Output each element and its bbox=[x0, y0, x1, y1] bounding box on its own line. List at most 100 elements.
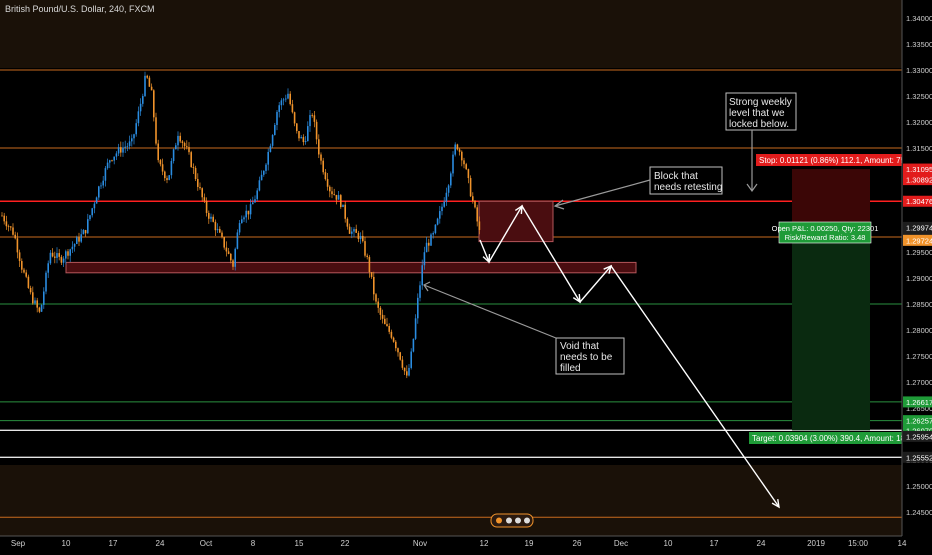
candle-body bbox=[67, 251, 69, 256]
candle-body bbox=[1, 215, 3, 217]
candle-body bbox=[245, 210, 247, 218]
candle-body bbox=[109, 160, 111, 163]
candle-body bbox=[188, 147, 190, 153]
candle-body bbox=[5, 221, 8, 227]
candle-body bbox=[102, 180, 104, 186]
candle-body bbox=[78, 237, 80, 242]
candle-body bbox=[238, 223, 241, 233]
time-tick: 8 bbox=[251, 539, 256, 548]
pnl-label[interactable]: Open P&L: 0.00250, Qty: 22301 Risk/Rewar… bbox=[772, 221, 879, 244]
candles bbox=[1, 71, 481, 379]
candle-body bbox=[298, 131, 300, 139]
time-tick: 26 bbox=[573, 539, 582, 548]
price-tick: 1.29000 bbox=[906, 274, 932, 283]
time-tick: Dec bbox=[614, 539, 628, 548]
price-label-bg bbox=[903, 195, 932, 207]
price-label: 1.31095 bbox=[906, 165, 932, 174]
candle-body bbox=[386, 324, 388, 327]
candle-body bbox=[274, 125, 276, 136]
candle-body bbox=[249, 204, 252, 215]
candle-body bbox=[170, 161, 173, 176]
projection-arrowhead bbox=[572, 293, 581, 304]
void-zone bbox=[65, 261, 637, 274]
candle-body bbox=[263, 170, 265, 175]
price-label-bg bbox=[903, 234, 932, 246]
candle-body bbox=[368, 257, 371, 273]
time-tick: 24 bbox=[156, 539, 165, 548]
candle-body bbox=[80, 234, 82, 242]
candle-body bbox=[322, 160, 324, 173]
candle-body bbox=[461, 151, 463, 161]
weekly-level-note[interactable]: Strong weekly level that we locked below… bbox=[725, 92, 797, 131]
candle-body bbox=[370, 272, 373, 277]
time-tick: 14 bbox=[898, 539, 907, 548]
price-tick: 1.26500 bbox=[906, 404, 932, 413]
candle-body bbox=[168, 175, 170, 180]
candle-body bbox=[76, 237, 78, 244]
candle-body bbox=[254, 199, 256, 203]
candle-body bbox=[115, 153, 118, 157]
block-note[interactable]: Block that needs retesting bbox=[649, 166, 723, 195]
candle-body bbox=[353, 229, 355, 232]
target-label[interactable]: Target: 0.03904 (3.00%) 390.4, Amount: 1… bbox=[749, 432, 916, 444]
candle-body bbox=[71, 246, 74, 250]
candle-body bbox=[293, 112, 296, 124]
candle-body bbox=[425, 242, 428, 253]
candle-body bbox=[40, 304, 43, 312]
price-tick: 1.25000 bbox=[906, 482, 932, 491]
position-box[interactable] bbox=[792, 169, 870, 431]
candle-body bbox=[69, 249, 71, 256]
candle-body bbox=[278, 105, 280, 112]
tradingview-logo bbox=[490, 513, 534, 528]
block-zone bbox=[478, 200, 554, 243]
candle-body bbox=[122, 147, 124, 153]
candle-body bbox=[128, 141, 131, 146]
candle-body bbox=[423, 252, 426, 266]
price-tick: 1.24500 bbox=[906, 508, 932, 517]
candle-body bbox=[441, 206, 443, 212]
stop-label[interactable]: Stop: 0.01121 (0.86%) 112.1, Amount: 750… bbox=[756, 154, 917, 166]
candle-body bbox=[84, 230, 87, 234]
target-zone bbox=[792, 227, 870, 431]
price-tick: 1.28000 bbox=[906, 326, 932, 335]
candle-body bbox=[351, 231, 353, 234]
price-label-bg bbox=[903, 451, 932, 463]
candle-body bbox=[214, 221, 217, 231]
candle-body bbox=[73, 243, 76, 247]
candle-body bbox=[276, 111, 278, 126]
candle-body bbox=[89, 215, 91, 220]
pnl-line-1: Open P&L: 0.00250, Qty: 22301 bbox=[772, 224, 879, 233]
void-note[interactable]: Void that needs to be filled bbox=[555, 337, 625, 375]
price-tick: 1.33000 bbox=[906, 66, 932, 75]
candle-body bbox=[430, 234, 432, 246]
upper-shade bbox=[0, 0, 902, 68]
void-note-line-2: needs to be bbox=[560, 352, 613, 363]
candle-body bbox=[14, 234, 16, 239]
candle-body bbox=[320, 154, 322, 161]
candle-body bbox=[399, 352, 401, 360]
candle-body bbox=[403, 367, 406, 372]
price-label: 1.30892 bbox=[906, 176, 932, 185]
candle-body bbox=[56, 253, 58, 258]
price-label-bg bbox=[903, 430, 932, 442]
candle-body bbox=[315, 121, 318, 140]
candle-body bbox=[340, 195, 342, 208]
price-axis[interactable]: 1.34000 1.33500 1.33000 1.32500 1.32000 1.315… bbox=[901, 0, 932, 540]
time-axis[interactable]: Sep 10 17 24 Oct 8 15 22 Nov 12 19 26 Dec 10 17 24 2019 1… bbox=[0, 535, 932, 550]
candle-body bbox=[175, 145, 177, 150]
candle-body bbox=[408, 367, 410, 376]
candle-body bbox=[181, 141, 184, 144]
candle-body bbox=[51, 252, 54, 257]
price-tick: 1.33500 bbox=[906, 40, 932, 49]
candle-body bbox=[12, 227, 14, 235]
candle-body bbox=[287, 93, 289, 99]
candle-body bbox=[465, 164, 467, 170]
price-tick: 1.34000 bbox=[906, 14, 932, 23]
candle-body bbox=[87, 219, 89, 234]
candle-body bbox=[190, 152, 192, 168]
price-tick: 1.31500 bbox=[906, 144, 932, 153]
candle-body bbox=[285, 98, 287, 100]
candle-body bbox=[23, 269, 25, 273]
